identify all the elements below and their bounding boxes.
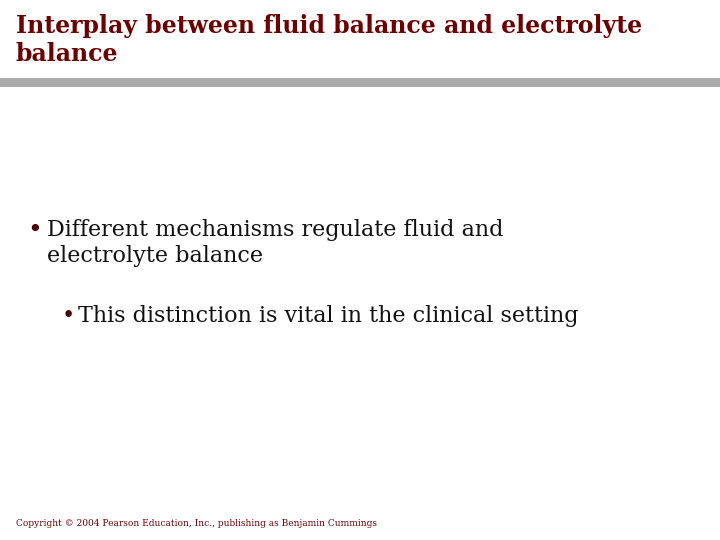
Text: •: • (61, 305, 74, 327)
FancyBboxPatch shape (0, 78, 720, 87)
Text: Copyright © 2004 Pearson Education, Inc., publishing as Benjamin Cummings: Copyright © 2004 Pearson Education, Inc.… (16, 519, 377, 528)
Text: This distinction is vital in the clinical setting: This distinction is vital in the clinica… (78, 305, 578, 327)
Text: •: • (27, 219, 42, 242)
Text: Interplay between fluid balance and electrolyte
balance: Interplay between fluid balance and elec… (16, 14, 642, 66)
Text: Different mechanisms regulate fluid and
electrolyte balance: Different mechanisms regulate fluid and … (47, 219, 503, 267)
